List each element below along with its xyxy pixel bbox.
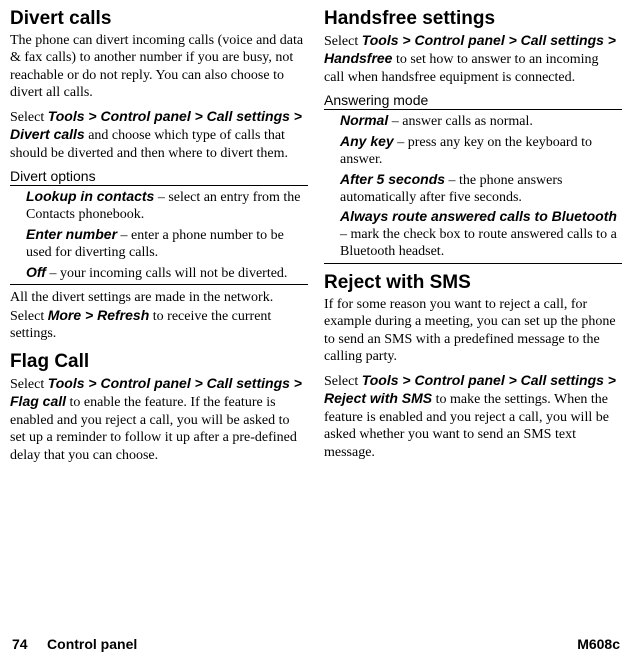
heading-divert-calls: Divert calls bbox=[10, 8, 308, 30]
divert-option-enter-term: Enter number bbox=[26, 226, 117, 242]
divert-option-off: Off – your incoming calls will not be di… bbox=[10, 264, 308, 286]
divert-option-off-term: Off bbox=[26, 264, 46, 280]
handsfree-option-anykey: Any key – press any key on the keyboard … bbox=[324, 133, 622, 169]
footer: 74 Control panel M608c bbox=[10, 636, 622, 658]
handsfree-option-normal-term: Normal bbox=[340, 112, 388, 128]
page-number: 74 bbox=[12, 636, 28, 652]
divert-intro: The phone can divert incoming calls (voi… bbox=[10, 32, 308, 102]
divert-options-header: Divert options bbox=[10, 168, 308, 186]
section-name: Control panel bbox=[47, 636, 137, 652]
model-name: M608c bbox=[577, 636, 620, 652]
handsfree-option-normal-body: – answer calls as normal. bbox=[388, 114, 533, 129]
divert-option-off-body: – your incoming calls will not be divert… bbox=[46, 266, 287, 281]
columns: Divert calls The phone can divert incomi… bbox=[10, 8, 622, 636]
right-column: Handsfree settings Select Tools > Contro… bbox=[324, 8, 622, 636]
answering-mode-header: Answering mode bbox=[324, 92, 622, 110]
footer-left: 74 Control panel bbox=[12, 636, 137, 652]
page-container: Divert calls The phone can divert incomi… bbox=[0, 0, 632, 658]
handsfree-paragraph: Select Tools > Control panel > Call sett… bbox=[324, 32, 622, 87]
divert-option-lookup: Lookup in contacts – select an entry fro… bbox=[10, 188, 308, 224]
handsfree-option-bluetooth: Always route answered calls to Bluetooth… bbox=[324, 208, 622, 263]
handsfree-option-bluetooth-body: – mark the check box to route answered c… bbox=[340, 227, 617, 259]
handsfree-option-anykey-term: Any key bbox=[340, 133, 394, 149]
divert-option-enter: Enter number – enter a phone number to b… bbox=[10, 226, 308, 262]
reject-select-paragraph: Select Tools > Control panel > Call sett… bbox=[324, 372, 622, 462]
handsfree-option-after5-term: After 5 seconds bbox=[340, 171, 445, 187]
heading-flag-call: Flag Call bbox=[10, 351, 308, 373]
divert-option-lookup-term: Lookup in contacts bbox=[26, 188, 154, 204]
divert-settings-path: More > Refresh bbox=[48, 307, 150, 323]
divert-settings-paragraph: All the divert settings are made in the … bbox=[10, 289, 308, 343]
flag-select-prefix: Select bbox=[10, 377, 48, 392]
left-column: Divert calls The phone can divert incomi… bbox=[10, 8, 308, 636]
handsfree-select-prefix: Select bbox=[324, 34, 362, 49]
divert-select-prefix: Select bbox=[10, 110, 48, 125]
handsfree-option-after5: After 5 seconds – the phone answers auto… bbox=[324, 171, 622, 207]
handsfree-option-normal: Normal – answer calls as normal. bbox=[324, 112, 622, 131]
heading-reject-sms: Reject with SMS bbox=[324, 272, 622, 294]
heading-handsfree: Handsfree settings bbox=[324, 8, 622, 30]
reject-select-prefix: Select bbox=[324, 374, 362, 389]
handsfree-option-bluetooth-term: Always route answered calls to Bluetooth bbox=[340, 208, 617, 224]
divert-select-paragraph: Select Tools > Control panel > Call sett… bbox=[10, 108, 308, 163]
reject-intro: If for some reason you want to reject a … bbox=[324, 296, 622, 366]
flag-call-paragraph: Select Tools > Control panel > Call sett… bbox=[10, 375, 308, 465]
